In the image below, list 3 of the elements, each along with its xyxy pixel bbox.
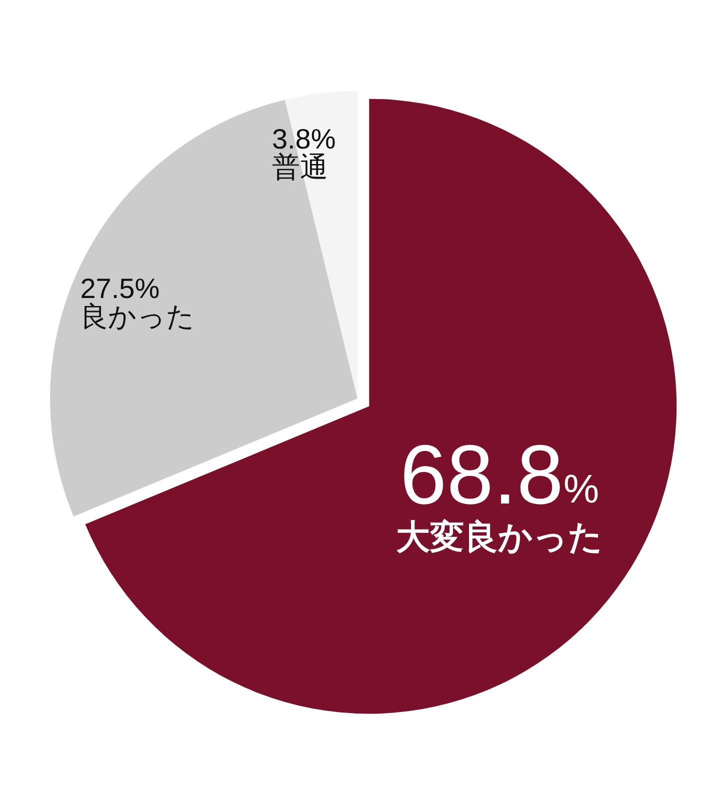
slice-label: 良かった [80, 301, 196, 332]
slice-label: 大変良かった [396, 518, 604, 556]
slice-label: 普通 [272, 151, 328, 182]
